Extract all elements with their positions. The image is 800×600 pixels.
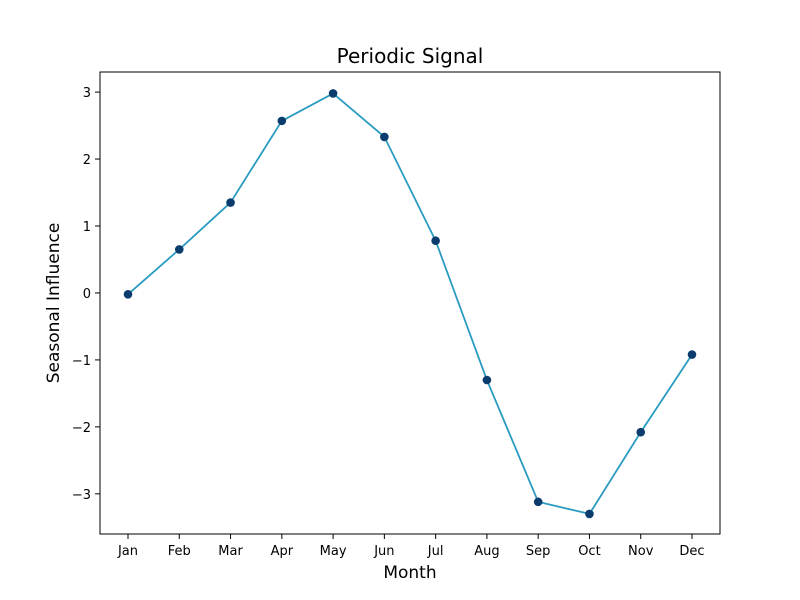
x-axis-label: Month <box>383 563 436 583</box>
y-tick-label: −1 <box>72 354 91 369</box>
data-point <box>636 427 646 437</box>
x-tick-label: Dec <box>679 544 704 559</box>
data-point <box>533 497 543 507</box>
x-tick-label: Jan <box>117 544 138 559</box>
data-point <box>380 132 389 142</box>
data-point <box>431 236 440 246</box>
y-tick-label: 2 <box>83 153 91 168</box>
y-tick-label: 1 <box>83 220 91 235</box>
series-markers <box>123 89 697 519</box>
y-axis: −3 −2 −1 0 1 2 3 <box>72 86 100 503</box>
plot-area-frame <box>99 71 721 535</box>
x-tick-label: Mar <box>218 544 243 559</box>
data-point <box>328 89 338 98</box>
data-point <box>277 116 287 126</box>
x-tick-label: Nov <box>628 544 654 559</box>
series-line <box>127 92 693 515</box>
x-tick-label: Jun <box>373 544 394 559</box>
x-tick-label: Aug <box>474 544 499 559</box>
y-tick-label: −2 <box>72 421 91 436</box>
x-axis: Jan Feb Mar Apr May Jun Jul Aug Sep Oct Nov Dec <box>117 534 705 559</box>
data-point <box>226 198 235 207</box>
y-axis-label: Seasonal Influence <box>44 223 64 384</box>
y-tick-label: 3 <box>83 86 91 101</box>
x-tick-label: Sep <box>526 544 551 559</box>
x-tick-label: Feb <box>168 544 191 559</box>
x-tick-label: May <box>320 544 347 559</box>
x-tick-label: Apr <box>271 544 294 559</box>
chart-title: Periodic Signal <box>337 44 484 68</box>
y-tick-label: −3 <box>72 488 91 503</box>
data-point <box>687 350 697 359</box>
data-point <box>482 375 492 385</box>
data-point <box>174 245 184 254</box>
y-tick-label: 0 <box>83 287 91 302</box>
x-tick-label: Oct <box>578 544 600 559</box>
data-point <box>585 509 594 519</box>
x-tick-label: Jul <box>427 544 444 559</box>
data-point <box>123 289 133 299</box>
